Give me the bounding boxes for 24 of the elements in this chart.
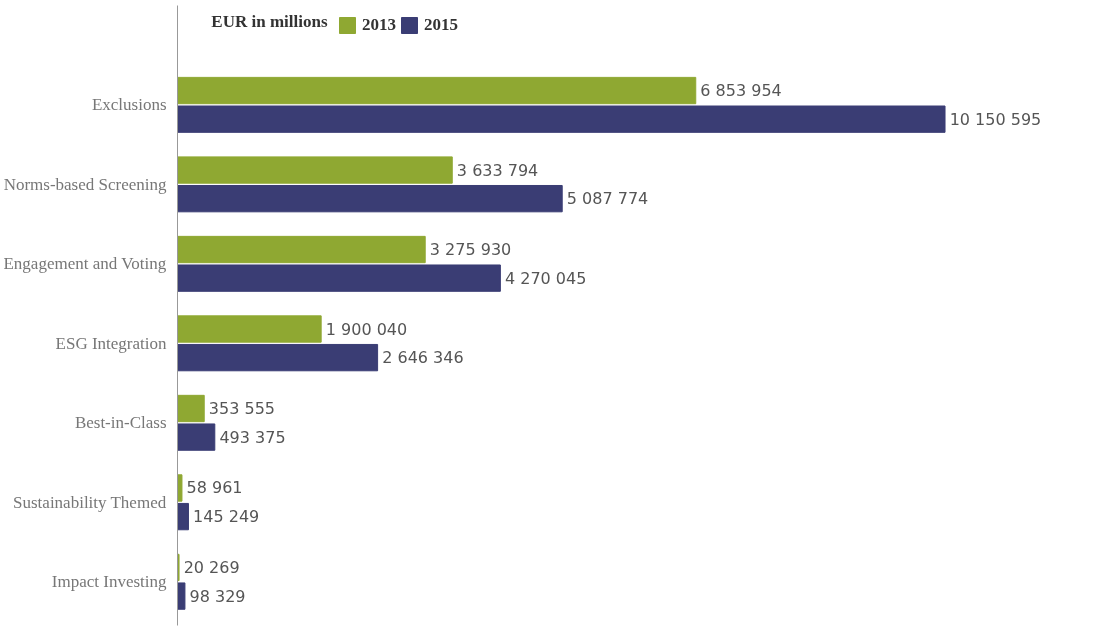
legend-label: 2015 <box>424 15 458 35</box>
data-label: 3 275 930 <box>429 240 512 260</box>
data-label: 2 646 346 <box>382 348 464 368</box>
legend-label: 2013 <box>362 15 396 35</box>
data-label: 20 269 <box>183 557 240 577</box>
y-tick-label: Engagement and Voting <box>3 254 167 274</box>
data-label: 5 087 774 <box>566 189 649 209</box>
data-label: 3 633 794 <box>456 160 539 180</box>
y-tick-label: Exclusions <box>91 95 167 115</box>
y-tick-label: Best-in-Class <box>74 413 167 433</box>
data-label: 1 900 040 <box>325 319 408 339</box>
data-label: 6 853 954 <box>700 81 782 101</box>
data-label: 493 375 <box>219 427 286 447</box>
y-tick-label: ESG Integration <box>55 333 167 353</box>
data-label: 4 270 045 <box>504 268 587 288</box>
data-label: 145 249 <box>193 507 260 527</box>
y-tick-label: Impact Investing <box>51 572 167 592</box>
data-label: 10 150 595 <box>949 109 1042 129</box>
data-label: 353 555 <box>208 399 276 418</box>
legend-title: EUR in millions <box>211 11 328 31</box>
data-label: 98 329 <box>189 586 246 606</box>
y-tick-label: Sustainability Themed <box>13 492 167 512</box>
y-tick-label: Norms-based Screening <box>3 174 167 194</box>
data-label: 58 961 <box>186 478 243 498</box>
